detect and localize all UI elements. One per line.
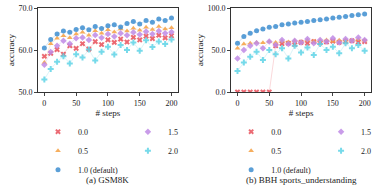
svg-text:# steps: # steps — [289, 108, 314, 118]
svg-text:accuracy: accuracy — [195, 34, 205, 66]
svg-text:accuracy: accuracy — [6, 34, 16, 66]
svg-text:50.0: 50.0 — [18, 88, 32, 97]
svg-text:# steps: # steps — [96, 108, 121, 118]
svg-text:1.0 (default): 1.0 (default) — [271, 166, 311, 175]
svg-text:50: 50 — [72, 99, 80, 108]
svg-text:100: 100 — [295, 99, 307, 108]
svg-text:50.0: 50.0 — [212, 46, 226, 55]
svg-text:(a) GSM8K: (a) GSM8K — [86, 175, 129, 185]
svg-text:0: 0 — [236, 99, 240, 108]
svg-text:2.0: 2.0 — [168, 147, 178, 156]
svg-text:150: 150 — [134, 99, 146, 108]
svg-text:1.5: 1.5 — [168, 128, 178, 137]
svg-text:200: 200 — [359, 99, 371, 108]
svg-text:(b) BBH sports_understanding: (b) BBH sports_understanding — [246, 175, 357, 185]
svg-text:100: 100 — [102, 99, 114, 108]
svg-text:60.0: 60.0 — [18, 46, 32, 55]
svg-text:50: 50 — [265, 99, 273, 108]
svg-text:70.0: 70.0 — [18, 4, 32, 13]
svg-text:1.0 (default): 1.0 (default) — [78, 166, 118, 175]
svg-text:100.0: 100.0 — [208, 4, 226, 13]
svg-text:2.0: 2.0 — [361, 147, 371, 156]
svg-text:200: 200 — [166, 99, 178, 108]
svg-text:0: 0 — [42, 99, 46, 108]
svg-text:0.0: 0.0 — [271, 128, 281, 137]
svg-text:0.0: 0.0 — [216, 88, 226, 97]
svg-text:150: 150 — [327, 99, 339, 108]
svg-text:0.5: 0.5 — [271, 147, 281, 156]
svg-text:0.5: 0.5 — [78, 147, 88, 156]
svg-text:0.0: 0.0 — [78, 128, 88, 137]
svg-text:1.5: 1.5 — [361, 128, 371, 137]
